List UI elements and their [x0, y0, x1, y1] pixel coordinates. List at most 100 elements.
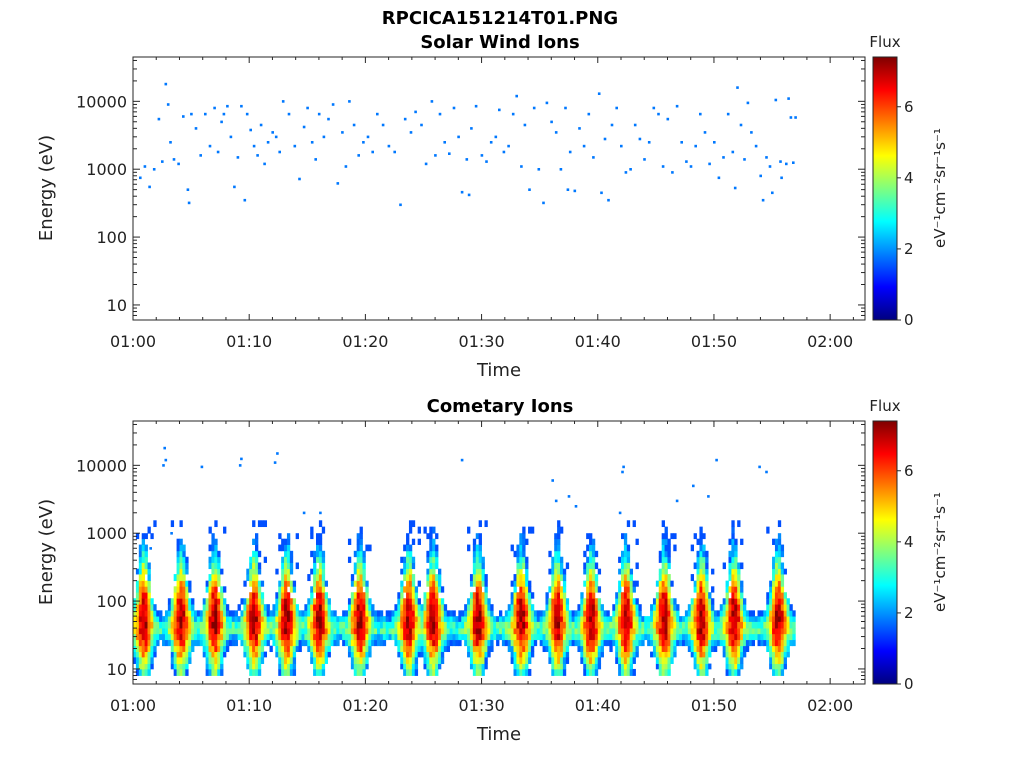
flux-cell: [356, 633, 360, 641]
flux-cell: [356, 598, 360, 605]
data-point: [357, 154, 360, 157]
data-point: [170, 532, 173, 535]
flux-cell: [693, 580, 697, 587]
flux-cell: [144, 639, 148, 647]
flux-cell: [618, 610, 622, 617]
x-tick-label: 01:30: [459, 332, 505, 351]
data-point: [399, 203, 402, 207]
flux-cell: [426, 604, 430, 611]
flux-cell: [618, 621, 622, 629]
flux-cell: [275, 645, 279, 653]
flux-cell: [641, 639, 645, 647]
flux-cell: [330, 610, 334, 617]
flux-cell: [623, 663, 628, 670]
flux-cell: [214, 574, 218, 582]
flux-cell: [359, 574, 363, 582]
flux-cell: [255, 616, 259, 622]
flux-cell: [487, 645, 491, 653]
flux-cell: [374, 610, 378, 617]
flux-cell: [368, 544, 372, 552]
flux-cell: [516, 610, 520, 617]
flux-cell: [406, 562, 410, 570]
flux-cell: [551, 628, 555, 635]
flux-cell: [429, 656, 433, 664]
flux-cell: [777, 616, 782, 622]
flux-cell: [295, 610, 299, 617]
flux-cell: [217, 556, 221, 563]
flux-cell: [403, 574, 407, 582]
flux-cell: [208, 656, 212, 664]
flux-cell: [711, 645, 715, 653]
flux-cell: [179, 592, 183, 599]
flux-cell: [655, 616, 660, 622]
flux-cell: [525, 568, 529, 575]
flux-cell: [516, 656, 520, 664]
flux-cell: [522, 633, 526, 641]
flux-cell: [446, 616, 451, 622]
flux-cell: [205, 639, 209, 647]
data-point: [474, 104, 478, 108]
flux-cell: [519, 580, 523, 587]
flux-cell: [330, 616, 334, 622]
flux-cell: [513, 580, 517, 587]
flux-cell: [414, 656, 419, 664]
flux-cell: [574, 621, 578, 629]
flux-cell: [196, 616, 201, 622]
flux-cell: [760, 633, 764, 641]
flux-cell: [263, 520, 268, 528]
flux-cell: [307, 604, 311, 611]
flux-cell: [298, 639, 302, 647]
flux-cell: [522, 610, 526, 617]
flux-cell: [159, 628, 163, 635]
flux-cell: [458, 616, 462, 622]
flux-cell: [658, 639, 663, 647]
flux-cell: [525, 616, 529, 622]
flux-cell: [417, 645, 421, 653]
flux-cell: [199, 633, 204, 641]
flux-cell: [562, 668, 567, 676]
flux-cell: [693, 633, 697, 641]
flux-cell: [780, 586, 785, 593]
flux-cell: [748, 610, 753, 617]
flux-cell: [182, 628, 186, 635]
flux-cell: [188, 639, 192, 647]
flux-cell: [440, 656, 445, 664]
flux-cell: [774, 544, 779, 552]
flux-cell: [661, 533, 665, 540]
flux-cell: [423, 645, 427, 653]
flux-cell: [711, 633, 715, 641]
flux-cell: [438, 568, 442, 575]
data-point: [554, 499, 558, 503]
flux-cell: [664, 592, 668, 599]
flux-cell: [170, 520, 175, 528]
flux-cell: [205, 668, 209, 676]
flux-cell: [589, 533, 593, 540]
flux-cell: [353, 645, 358, 653]
flux-cell: [208, 668, 212, 676]
flux-cell: [278, 663, 282, 670]
flux-cell: [554, 656, 558, 664]
data-point: [624, 171, 628, 174]
flux-cell: [179, 574, 183, 582]
flux-cell: [362, 668, 366, 676]
flux-cell: [769, 628, 773, 635]
flux-cell: [731, 574, 735, 582]
flux-cell: [144, 604, 148, 611]
flux-cell: [591, 538, 596, 545]
flux-cell: [487, 628, 491, 635]
flux-cell: [423, 616, 427, 622]
flux-cell: [516, 668, 520, 676]
data-point: [238, 464, 242, 467]
flux-cell: [644, 621, 648, 629]
flux-cell: [734, 604, 738, 611]
flux-cell: [246, 598, 250, 605]
flux-cell: [272, 628, 276, 635]
flux-cell: [443, 621, 448, 629]
flux-cell: [138, 556, 143, 563]
flux-cell: [510, 633, 514, 641]
flux-cell: [278, 651, 282, 658]
flux-cell: [411, 633, 416, 641]
flux-cell: [321, 526, 326, 534]
flux-cell: [211, 586, 215, 593]
y-tick-label: 1000: [86, 524, 127, 543]
